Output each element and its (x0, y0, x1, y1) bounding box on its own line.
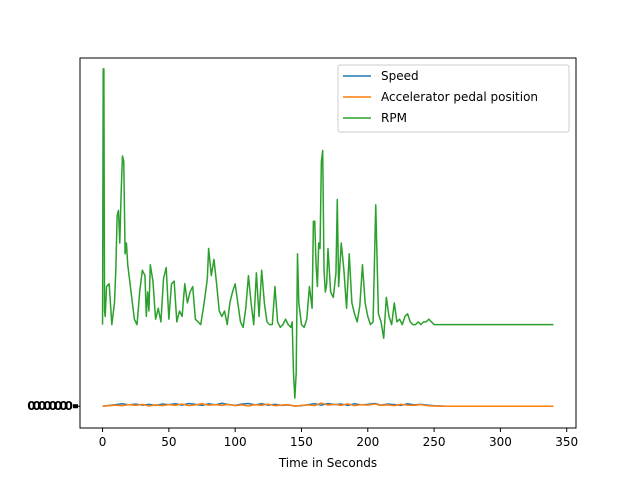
x-axis: 0 50 100 150 200 250 300 350 (99, 428, 578, 449)
plot-frame (79, 57, 577, 429)
x-tick-label: 350 (555, 435, 578, 449)
x-axis-label: Time in Seconds (278, 456, 377, 470)
series-line-rpm (101, 68, 554, 399)
x-tick-label: 0 (99, 435, 107, 449)
x-tick-label: 100 (224, 435, 247, 449)
x-tick-label: 200 (356, 435, 379, 449)
x-tick-label: 50 (161, 435, 176, 449)
legend-label: RPM (381, 111, 407, 125)
series-line-accelerator-pedal-position (102, 402, 554, 407)
legend: Speed Accelerator pedal position RPM (337, 64, 570, 133)
legend-box (337, 64, 570, 133)
y-tick-marker (73, 404, 78, 409)
x-tick-label: 300 (489, 435, 512, 449)
y-axis: 00000000 (27, 399, 80, 413)
series-lines (101, 68, 554, 407)
y-tick-labels: 00000000 (27, 399, 72, 413)
x-tick-label: 150 (290, 435, 313, 449)
x-tick-label: 250 (423, 435, 446, 449)
legend-label: Accelerator pedal position (381, 90, 538, 104)
legend-label: Speed (381, 69, 419, 83)
